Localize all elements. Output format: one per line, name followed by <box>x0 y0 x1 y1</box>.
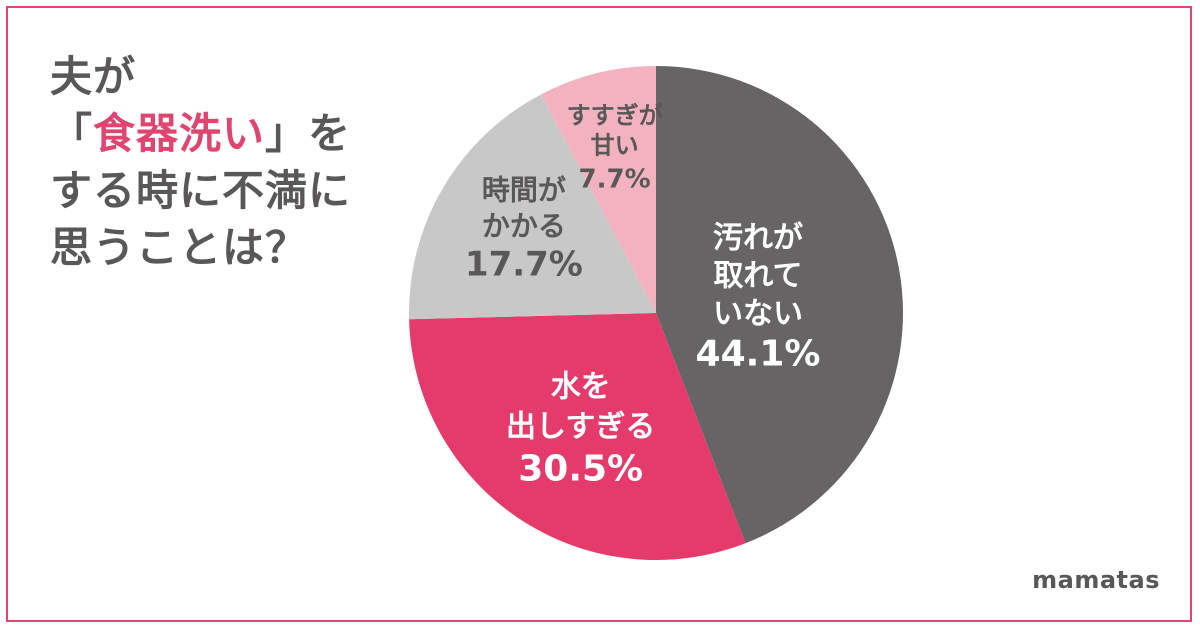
slice-value: 7.7% <box>579 165 651 195</box>
title-line-1: 夫が <box>50 52 137 101</box>
title-line-2: 「食器洗い」を <box>50 105 351 162</box>
slice-label-line: 水を <box>551 370 611 405</box>
slice-label-line: いない <box>713 296 803 331</box>
slice-label-2: 水を出しすぎる 30.5% <box>506 370 655 490</box>
title-open-bracket: 「 <box>50 109 94 158</box>
brand-logo: mamatas <box>1032 566 1160 594</box>
slice-label-line: 汚れが <box>713 220 803 255</box>
pie-slice-1 <box>656 66 903 544</box>
title-line-4: 思うことは？ <box>50 223 309 272</box>
chart-title: 夫が 「食器洗い」を する時に不満に 思うことは？ <box>50 48 351 276</box>
slice-label-line: すすぎが <box>567 102 663 130</box>
slice-label-line: 出しすぎる <box>506 410 655 445</box>
pie-slice-3 <box>409 94 656 320</box>
slice-label-3: 時間がかかる 17.7% <box>465 173 583 284</box>
slice-label-1: 汚れが取れていない 44.1% <box>696 220 821 374</box>
pie-labels: 汚れが取れていない 44.1%水を出しすぎる 30.5%時間がかかる 17.7%すすぎ… <box>465 102 821 490</box>
pie-slice-4 <box>541 66 656 313</box>
slice-label-line: 時間が <box>482 173 566 206</box>
slice-label-line: かかる <box>482 209 566 242</box>
slice-value: 30.5% <box>518 449 643 490</box>
slice-label-line: 甘い <box>591 132 639 160</box>
slice-value: 44.1% <box>696 333 821 374</box>
pie-slice-2 <box>409 313 746 560</box>
pie-slices <box>409 66 903 560</box>
slice-value: 17.7% <box>465 244 583 284</box>
title-line-3: する時に不満に <box>50 166 352 215</box>
slice-label-line: 取れて <box>713 258 802 293</box>
title-accent: 食器洗い <box>93 109 266 158</box>
title-close-bracket: 」を <box>265 109 352 158</box>
slice-label-4: すすぎが甘い 7.7% <box>567 102 663 195</box>
